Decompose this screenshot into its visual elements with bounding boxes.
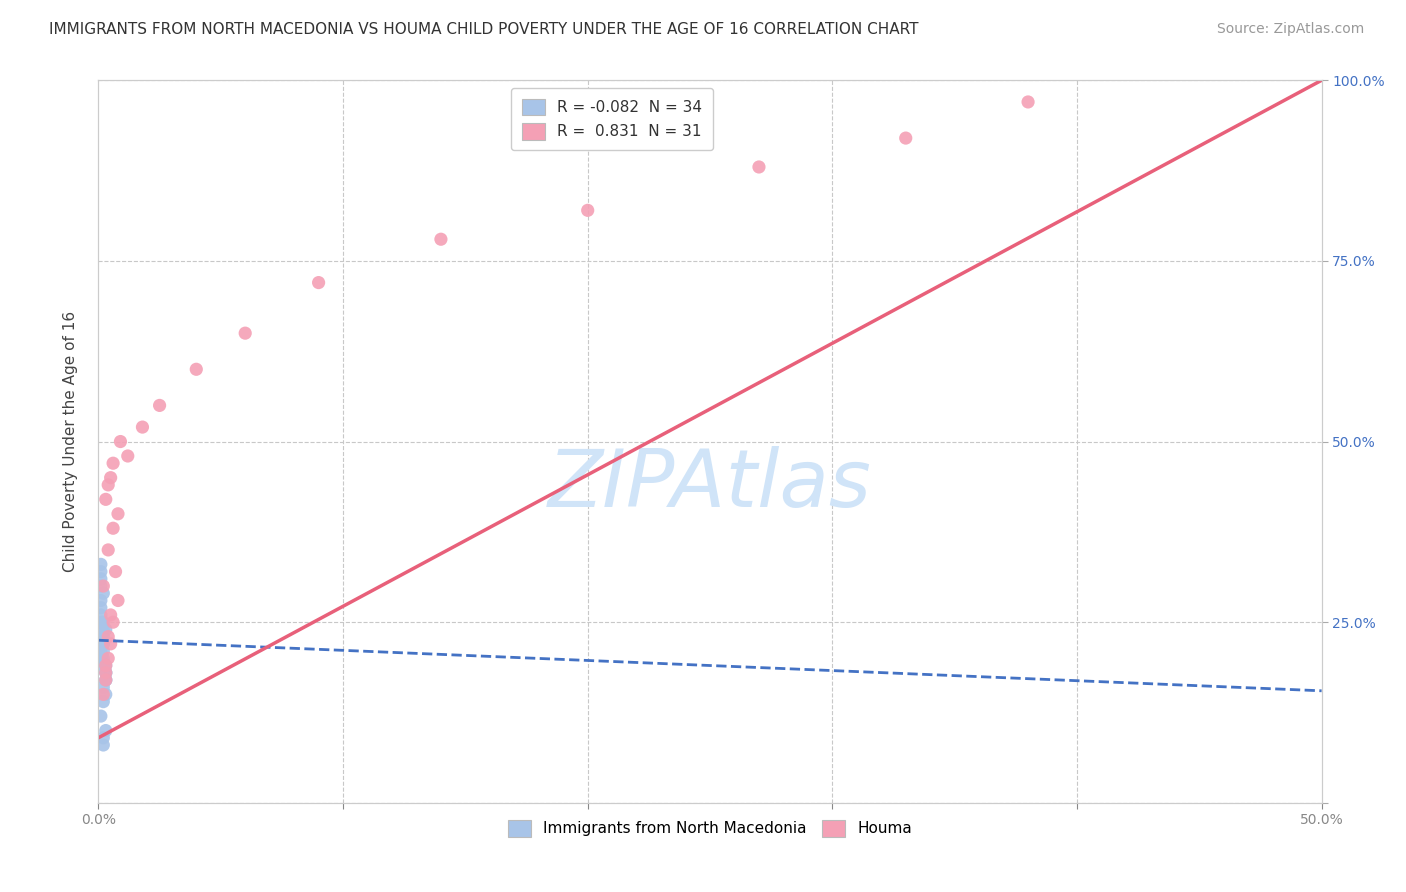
Point: [149, 398, 172, 412]
Point: [91, 695, 114, 709]
Point: [233, 326, 256, 340]
Point: [94, 665, 117, 680]
Y-axis label: Child Poverty Under the Age of 16: Child Poverty Under the Age of 16: [63, 311, 77, 572]
Point: [101, 456, 124, 470]
Point: [107, 593, 129, 607]
Point: [91, 680, 114, 694]
Point: [110, 434, 132, 449]
Point: [90, 572, 112, 586]
Point: [97, 478, 120, 492]
Text: IMMIGRANTS FROM NORTH MACEDONIA VS HOUMA CHILD POVERTY UNDER THE AGE OF 16 CORRE: IMMIGRANTS FROM NORTH MACEDONIA VS HOUMA…: [49, 22, 918, 37]
Point: [90, 579, 112, 593]
Point: [90, 593, 112, 607]
Point: [94, 673, 117, 687]
Point: [94, 687, 117, 701]
Point: [91, 623, 114, 637]
Point: [90, 615, 112, 630]
Point: [94, 723, 117, 738]
Point: [101, 615, 124, 630]
Point: [94, 623, 117, 637]
Point: [94, 492, 117, 507]
Point: [91, 738, 114, 752]
Point: [91, 687, 114, 701]
Point: [101, 521, 124, 535]
Point: [107, 507, 129, 521]
Point: [94, 665, 117, 680]
Point: [91, 630, 114, 644]
Point: [91, 644, 114, 658]
Point: [94, 658, 117, 673]
Point: [100, 637, 122, 651]
Point: [94, 665, 117, 680]
Point: [97, 542, 120, 557]
Legend: Immigrants from North Macedonia, Houma: Immigrants from North Macedonia, Houma: [499, 811, 921, 846]
Text: Source: ZipAtlas.com: Source: ZipAtlas.com: [1216, 22, 1364, 37]
Point: [894, 131, 917, 145]
Point: [131, 420, 153, 434]
Point: [90, 565, 112, 579]
Point: [94, 673, 117, 687]
Point: [90, 709, 112, 723]
Point: [90, 630, 112, 644]
Point: [186, 362, 208, 376]
Point: [100, 607, 122, 622]
Point: [91, 586, 114, 600]
Point: [94, 673, 117, 687]
Point: [1017, 95, 1039, 109]
Point: [91, 637, 114, 651]
Point: [91, 651, 114, 665]
Point: [91, 615, 114, 630]
Point: [94, 658, 117, 673]
Point: [90, 651, 112, 665]
Point: [748, 160, 770, 174]
Point: [100, 470, 122, 484]
Point: [97, 651, 120, 665]
Point: [430, 232, 453, 246]
Point: [104, 565, 127, 579]
Point: [91, 731, 114, 745]
Text: ZIPAtlas: ZIPAtlas: [548, 446, 872, 524]
Point: [90, 651, 112, 665]
Point: [117, 449, 139, 463]
Point: [91, 658, 114, 673]
Point: [576, 203, 599, 218]
Point: [91, 637, 114, 651]
Point: [90, 644, 112, 658]
Point: [308, 276, 330, 290]
Point: [91, 579, 114, 593]
Point: [90, 607, 112, 622]
Point: [90, 600, 112, 615]
Point: [90, 558, 112, 572]
Point: [97, 630, 120, 644]
